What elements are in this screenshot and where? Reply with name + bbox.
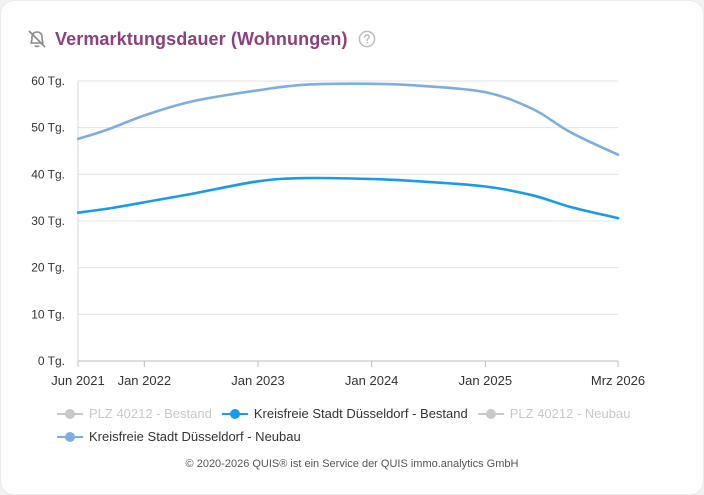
legend-item-plz-bestand[interactable]: PLZ 40212 - Bestand: [57, 406, 212, 421]
y-tick-label: 0 Tg.: [38, 354, 65, 368]
x-tick-label: Jun 2021: [51, 373, 105, 388]
x-tick-label: Jan 2022: [118, 373, 172, 388]
legend-item-plz-neubau[interactable]: PLZ 40212 - Neubau: [477, 406, 631, 421]
help-circle-icon[interactable]: [358, 30, 376, 48]
legend-item-duesseldorf-bestand[interactable]: Kreisfreie Stadt Düsseldorf - Bestand: [221, 406, 468, 421]
card-header: Vermarktungsdauer (Wohnungen): [25, 26, 376, 52]
y-tick-label: 40 Tg.: [31, 167, 65, 181]
chart-legend: PLZ 40212 - Bestand Kreisfreie Stadt Düs…: [57, 402, 677, 448]
x-tick-label: Jan 2024: [345, 373, 399, 388]
legend-marker: [477, 408, 504, 419]
y-tick-label: 50 Tg.: [31, 121, 65, 135]
x-tick-label: Mrz 2026: [591, 373, 645, 388]
bell-off-icon: [28, 30, 46, 48]
legend-label: PLZ 40212 - Neubau: [509, 406, 631, 421]
x-tick-label: Jan 2023: [231, 373, 285, 388]
legend-label: Kreisfreie Stadt Düsseldorf - Bestand: [253, 406, 468, 421]
x-tick-label: Jan 2025: [459, 373, 513, 388]
line-chart: 0 Tg. 10 Tg. 20 Tg. 30 Tg. 40 Tg. 50 Tg. 60 Tg…: [31, 74, 645, 388]
copyright-footer: © 2020-2026 QUIS® ist ein Service der QU…: [185, 458, 519, 470]
series-line-1: [76, 176, 620, 220]
series-line-3: [76, 82, 620, 156]
legend-label: PLZ 40212 - Bestand: [89, 406, 212, 421]
legend-item-duesseldorf-neubau[interactable]: Kreisfreie Stadt Düsseldorf - Neubau: [57, 429, 301, 444]
y-tick-label: 60 Tg.: [31, 74, 65, 88]
legend-row: Kreisfreie Stadt Düsseldorf - Neubau: [57, 425, 677, 448]
y-tick-label: 20 Tg.: [31, 261, 65, 275]
legend-label: Kreisfreie Stadt Düsseldorf - Neubau: [89, 429, 301, 444]
legend-marker: [221, 408, 248, 419]
card-title: Vermarktungsdauer (Wohnungen): [55, 28, 348, 49]
legend-marker: [57, 408, 83, 419]
legend-row: PLZ 40212 - Bestand Kreisfreie Stadt Düs…: [57, 402, 677, 425]
y-tick-label: 30 Tg.: [31, 214, 65, 228]
y-tick-label: 10 Tg.: [31, 307, 65, 321]
legend-marker: [57, 431, 83, 442]
